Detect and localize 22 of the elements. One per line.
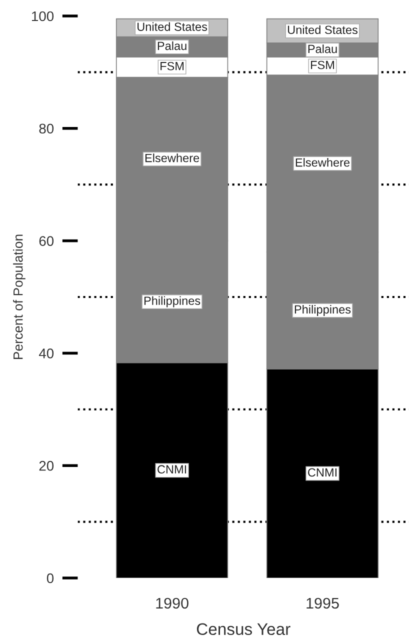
x-tick-label: 1995 [306, 598, 339, 609]
text: United States [288, 25, 358, 34]
y-tick-label: 20 [39, 460, 54, 471]
text: FSM [160, 62, 184, 70]
x-tick-label: 1990 [156, 598, 188, 609]
y-tick-label: 80 [39, 124, 54, 134]
y-tick-label: 0 [46, 573, 54, 584]
series-label: Philippines [144, 296, 200, 308]
series-label: Palau [308, 44, 337, 54]
text: CNMI [308, 468, 336, 477]
series-label: United States [138, 22, 208, 31]
series-label: Elsewhere [145, 154, 200, 162]
y-tick-label: 40 [38, 348, 54, 358]
series-label: FSM [311, 60, 334, 70]
text: Elsewhere [296, 158, 350, 167]
x-axis-title: Census Year [196, 623, 290, 636]
y-tick-label: 100 [32, 11, 54, 22]
text: Palau [158, 41, 186, 50]
y-tick-label: 60 [39, 236, 54, 246]
series-label: CNMI [158, 465, 186, 474]
text: Philippines [294, 304, 351, 316]
y-axis-title: Percent of Population [13, 234, 26, 359]
